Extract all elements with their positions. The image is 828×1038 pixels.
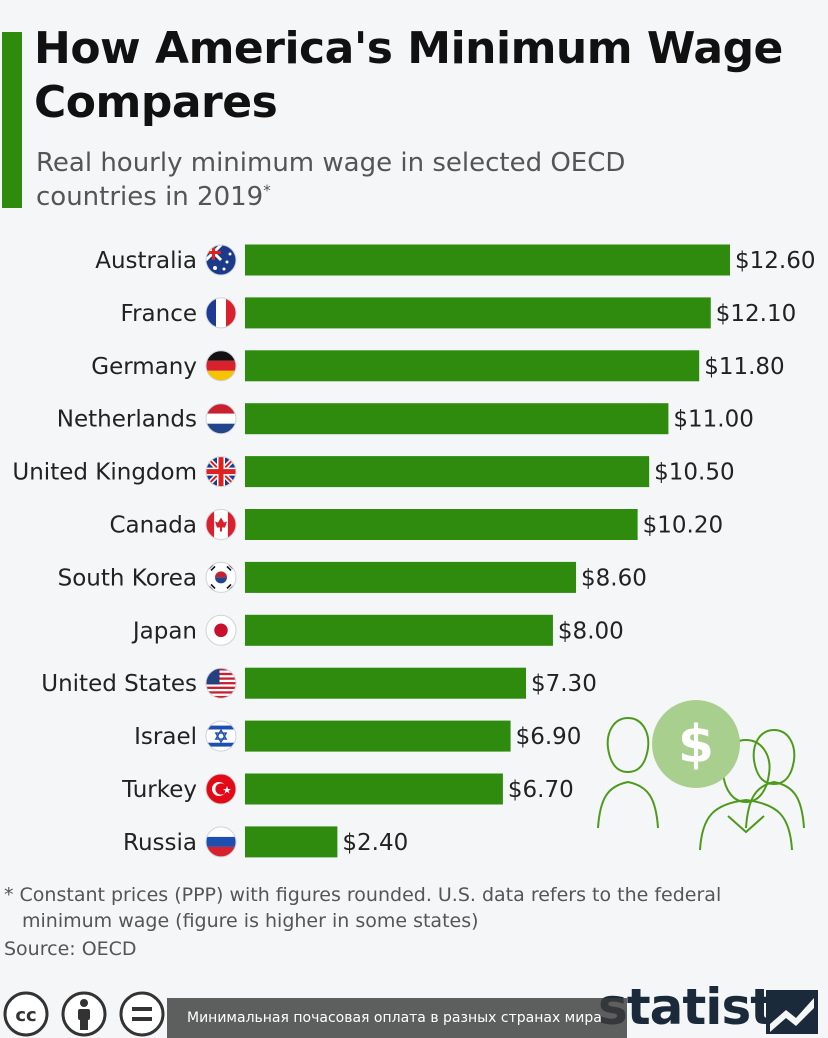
chart-subtitle: Real hourly minimum wage in selected OEC… <box>36 146 736 214</box>
australia-flag-icon <box>205 244 237 276</box>
category-label: Australia <box>95 248 197 274</box>
israel-flag-icon <box>205 720 237 752</box>
source-text: Source: OECD <box>4 938 137 960</box>
turkey-flag-icon <box>205 773 237 805</box>
category-label: South Korea <box>58 565 197 591</box>
category-label: Canada <box>109 513 197 539</box>
value-label: $6.70 <box>508 777 574 803</box>
germany-flag-icon <box>205 350 237 382</box>
value-label: $10.50 <box>654 460 734 486</box>
license-icons: cc <box>2 990 166 1038</box>
category-label: France <box>121 301 197 327</box>
united-states-flag-icon <box>205 667 237 699</box>
bar <box>245 720 511 752</box>
bar <box>245 561 577 593</box>
category-label: United States <box>41 671 197 697</box>
value-label: $6.90 <box>516 724 582 750</box>
people-money-illustration: $ <box>597 700 805 851</box>
netherlands-flag-icon <box>205 403 237 435</box>
japan-flag-icon <box>205 614 237 646</box>
bar-chart: Australia $12.60 France $12.10 Germany $11.80… <box>12 244 815 858</box>
value-label: $11.00 <box>673 407 753 433</box>
value-label: $10.20 <box>643 513 723 539</box>
chart-title: How America's Minimum Wage Compares <box>34 23 783 128</box>
bar <box>245 614 553 646</box>
category-label: United Kingdom <box>12 460 197 486</box>
bar <box>245 456 650 488</box>
bar <box>245 667 526 699</box>
category-label: Japan <box>131 618 197 644</box>
value-label: $7.30 <box>531 671 597 697</box>
svg-text:cc: cc <box>15 1005 36 1026</box>
bar <box>245 773 503 805</box>
footnote-line-2: minimum wage (figure is higher in some s… <box>22 910 479 932</box>
value-label: $11.80 <box>704 354 784 380</box>
bar <box>245 826 338 858</box>
value-label: $8.00 <box>558 618 624 644</box>
dollar-sign: $ <box>678 715 714 775</box>
attribution-icon[interactable] <box>60 990 108 1038</box>
south-korea-flag-icon <box>205 561 237 593</box>
value-label: $2.40 <box>342 830 408 856</box>
bar <box>245 350 700 382</box>
category-label: Russia <box>123 830 197 856</box>
image-caption: Минимальная почасовая оплата в разных ст… <box>167 998 627 1038</box>
category-label: Germany <box>91 354 197 380</box>
value-label: $8.60 <box>581 565 647 591</box>
subtitle-footnote-mark: * <box>263 181 271 200</box>
category-label: Israel <box>134 724 197 750</box>
dollar-coin-icon <box>652 700 740 788</box>
value-label: $12.60 <box>735 248 815 274</box>
bar <box>245 509 638 540</box>
footnote: * Constant prices (PPP) with figures rou… <box>4 882 804 934</box>
bar <box>245 244 730 276</box>
united-kingdom-flag-icon <box>205 456 237 488</box>
russia-flag-icon <box>205 826 237 858</box>
statista-logo-icon <box>766 990 818 1034</box>
france-flag-icon <box>205 297 237 329</box>
no-derivatives-icon[interactable] <box>118 990 166 1038</box>
category-label: Turkey <box>121 777 197 803</box>
bar <box>245 403 669 435</box>
canada-flag-icon <box>205 509 237 540</box>
footnote-line-1: * Constant prices (PPP) with figures rou… <box>4 884 722 906</box>
category-label: Netherlands <box>57 407 197 433</box>
cc-icon[interactable]: cc <box>2 990 50 1038</box>
subtitle-text: Real hourly minimum wage in selected OEC… <box>36 148 626 212</box>
value-label: $12.10 <box>716 301 796 327</box>
bar <box>245 297 711 329</box>
accent-bar <box>2 32 22 208</box>
